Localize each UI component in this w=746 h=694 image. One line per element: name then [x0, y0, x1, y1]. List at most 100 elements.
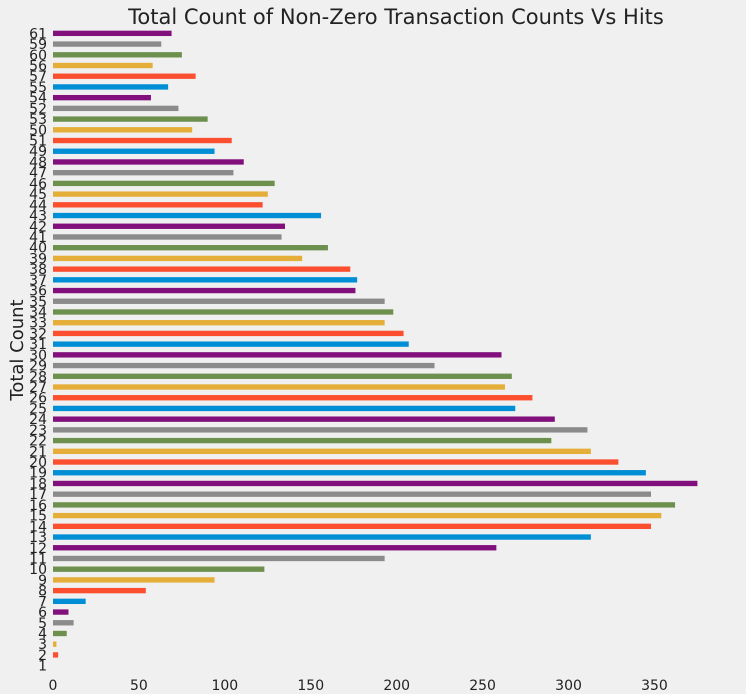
y-tick-label: 55 — [29, 80, 47, 96]
bar-26 — [53, 395, 533, 401]
y-tick-label: 50 — [29, 123, 47, 139]
y-tick-label: 34 — [29, 305, 47, 321]
bar-45 — [53, 191, 268, 197]
y-tick-label: 59 — [29, 37, 47, 53]
y-tick-label: 25 — [29, 401, 47, 417]
bar-49 — [53, 148, 215, 154]
bar-20 — [53, 459, 619, 465]
y-tick-label: 35 — [29, 294, 47, 310]
bar-17 — [53, 491, 652, 497]
y-tick-label: 2 — [38, 648, 47, 664]
bar-36 — [53, 287, 356, 294]
bar-16 — [53, 502, 676, 508]
y-tick-label: 56 — [29, 59, 47, 75]
bar-13 — [53, 534, 591, 540]
x-tick-label: 50 — [130, 678, 148, 694]
bar-27 — [53, 384, 505, 390]
y-tick-label: 8 — [38, 584, 47, 600]
bar-51 — [53, 137, 232, 144]
y-tick-label: 41 — [29, 230, 47, 246]
bar-22 — [53, 437, 552, 444]
y-tick-label: 31 — [29, 337, 47, 353]
y-tick-label: 33 — [29, 316, 47, 332]
x-tick-label: 0 — [49, 678, 58, 694]
bar-23 — [53, 427, 588, 433]
bar-3 — [53, 641, 57, 647]
bar-33 — [53, 320, 385, 326]
y-tick-label: 11 — [29, 551, 47, 567]
chart-title: Total Count of Non-Zero Transaction Coun… — [127, 5, 664, 29]
bar-30 — [53, 352, 502, 358]
bar-52 — [53, 105, 179, 112]
bar-56 — [53, 62, 153, 69]
bar-38 — [53, 266, 351, 272]
y-tick-label: 36 — [29, 284, 47, 300]
bar-60 — [53, 52, 182, 58]
y-tick-label: 37 — [29, 273, 47, 289]
y-tick-label: 38 — [29, 262, 47, 278]
y-tick-label: 53 — [29, 112, 47, 128]
bar-29 — [53, 362, 435, 369]
y-tick-label: 12 — [29, 541, 47, 557]
bar-21 — [53, 448, 591, 454]
y-tick-label: 24 — [29, 412, 47, 428]
y-tick-label: 3 — [38, 637, 47, 653]
y-tick-label: 18 — [29, 476, 47, 492]
y-tick-label: 10 — [29, 562, 47, 578]
y-tick-label: 61 — [29, 26, 47, 42]
y-tick-label: 13 — [29, 530, 47, 546]
bar-18 — [53, 480, 698, 487]
x-tick-label: 350 — [641, 678, 668, 694]
bar-19 — [53, 470, 646, 476]
bar-44 — [53, 202, 263, 208]
y-tick-label: 32 — [29, 326, 47, 342]
bars-group — [53, 30, 698, 658]
bar-12 — [53, 545, 497, 551]
y-tick-label: 27 — [29, 380, 47, 396]
y-tick-label: 40 — [29, 241, 47, 257]
y-tick-label: 52 — [29, 101, 47, 117]
y-tick-label: 28 — [29, 369, 47, 385]
bar-37 — [53, 277, 358, 283]
bar-50 — [53, 127, 193, 133]
y-tick-label: 51 — [29, 134, 47, 150]
bar-14 — [53, 523, 652, 530]
bar-57 — [53, 73, 196, 79]
y-tick-label: 6 — [38, 605, 47, 621]
x-tick-label: 250 — [469, 678, 496, 694]
bar-5 — [53, 620, 74, 626]
y-tick-label: 19 — [29, 466, 47, 482]
bar-10 — [53, 566, 265, 572]
y-tick-label: 49 — [29, 144, 47, 160]
bar-35 — [53, 298, 385, 304]
bar-41 — [53, 234, 282, 240]
y-tick-label: 5 — [38, 616, 47, 632]
bar-43 — [53, 212, 322, 219]
bar-25 — [53, 405, 516, 412]
x-tick-labels: 0 50 100 150 200 250 300 350 — [49, 678, 668, 694]
y-tick-label: 20 — [29, 455, 47, 471]
y-tick-label: 17 — [29, 487, 47, 503]
y-tick-label: 21 — [29, 444, 47, 460]
bar-48 — [53, 159, 244, 165]
y-tick-label: 29 — [29, 359, 47, 375]
bar-34 — [53, 309, 394, 315]
y-tick-label: 47 — [29, 166, 47, 182]
y-tick-label: 14 — [29, 519, 47, 535]
bar-54 — [53, 94, 151, 101]
bar-9 — [53, 577, 215, 583]
bar-53 — [53, 116, 208, 122]
y-tick-label: 1 — [38, 659, 47, 675]
y-tick-label: 43 — [29, 209, 47, 225]
y-tick-label: 57 — [29, 69, 47, 85]
x-tick-label: 200 — [383, 678, 410, 694]
y-tick-label: 45 — [29, 187, 47, 203]
x-tick-label: 300 — [555, 678, 582, 694]
y-tick-label: 54 — [29, 91, 47, 107]
y-tick-label: 7 — [38, 594, 47, 610]
bar-6 — [53, 609, 69, 615]
y-tick-label: 9 — [38, 573, 47, 589]
y-tick-label: 39 — [29, 251, 47, 267]
